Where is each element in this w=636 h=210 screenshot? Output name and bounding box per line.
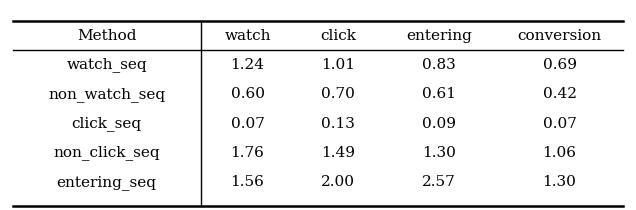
Text: non_watch_seq: non_watch_seq [48,87,165,102]
Text: entering_seq: entering_seq [57,175,156,190]
Text: 0.07: 0.07 [231,117,265,131]
Text: watch_seq: watch_seq [66,58,147,72]
Text: conversion: conversion [518,29,602,43]
Text: 2.57: 2.57 [422,175,455,189]
Text: 0.60: 0.60 [231,87,265,101]
Text: non_click_seq: non_click_seq [53,146,160,160]
Text: 0.07: 0.07 [543,117,576,131]
Text: 0.69: 0.69 [543,58,577,72]
Text: 1.01: 1.01 [321,58,355,72]
Text: entering: entering [406,29,472,43]
Text: 1.30: 1.30 [422,146,456,160]
Text: 1.56: 1.56 [231,175,265,189]
Text: 2.00: 2.00 [321,175,355,189]
Text: 1.30: 1.30 [543,175,576,189]
Text: 0.83: 0.83 [422,58,455,72]
Text: Method: Method [77,29,136,43]
Text: watch: watch [225,29,271,43]
Text: click_seq: click_seq [72,116,142,131]
Text: 1.49: 1.49 [321,146,355,160]
Text: 0.09: 0.09 [422,117,456,131]
Text: 1.24: 1.24 [231,58,265,72]
Text: 0.70: 0.70 [321,87,355,101]
Text: click: click [320,29,356,43]
Text: 1.76: 1.76 [231,146,265,160]
Text: 1.06: 1.06 [543,146,577,160]
Text: 0.61: 0.61 [422,87,456,101]
Text: 0.42: 0.42 [543,87,577,101]
Text: 0.13: 0.13 [321,117,355,131]
